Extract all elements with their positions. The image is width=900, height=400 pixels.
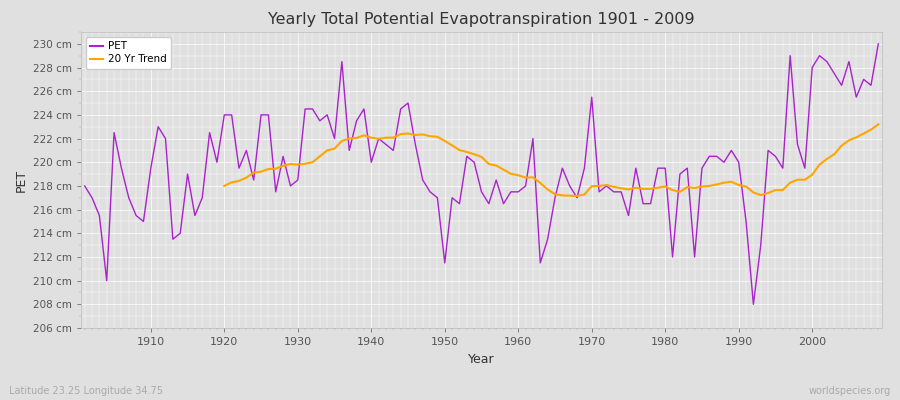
Y-axis label: PET: PET xyxy=(14,168,27,192)
Text: worldspecies.org: worldspecies.org xyxy=(809,386,891,396)
Legend: PET, 20 Yr Trend: PET, 20 Yr Trend xyxy=(86,37,171,69)
Text: Latitude 23.25 Longitude 34.75: Latitude 23.25 Longitude 34.75 xyxy=(9,386,163,396)
X-axis label: Year: Year xyxy=(468,352,495,366)
Title: Yearly Total Potential Evapotranspiration 1901 - 2009: Yearly Total Potential Evapotranspiratio… xyxy=(268,12,695,27)
